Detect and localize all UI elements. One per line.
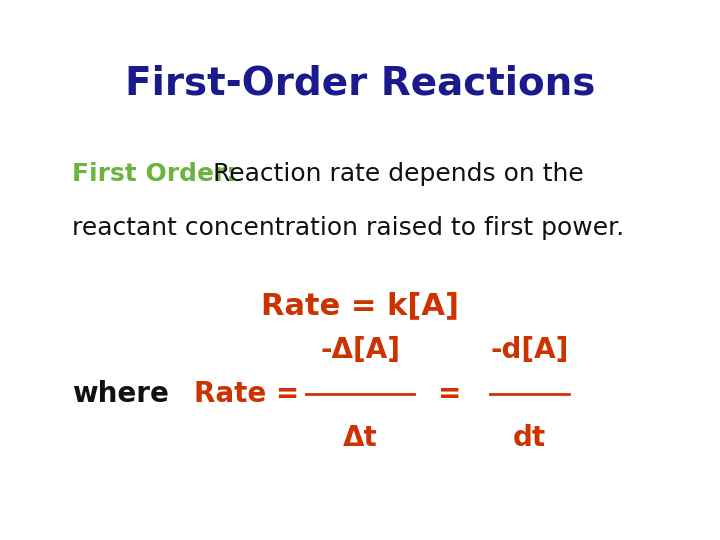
Text: dt: dt	[513, 424, 546, 452]
Text: reactant concentration raised to first power.: reactant concentration raised to first p…	[72, 216, 624, 240]
Text: =: =	[438, 380, 462, 408]
Text: First-Order Reactions: First-Order Reactions	[125, 65, 595, 103]
Text: -Δ[A]: -Δ[A]	[320, 336, 400, 365]
Text: Rate = k[A]: Rate = k[A]	[261, 292, 459, 321]
Text: where: where	[72, 380, 169, 408]
Text: First Order:: First Order:	[72, 162, 236, 186]
Text: Δt: Δt	[343, 424, 377, 452]
Text: Reaction rate depends on the: Reaction rate depends on the	[205, 162, 584, 186]
Text: Rate =: Rate =	[194, 380, 310, 408]
Text: -d[A]: -d[A]	[490, 336, 568, 365]
